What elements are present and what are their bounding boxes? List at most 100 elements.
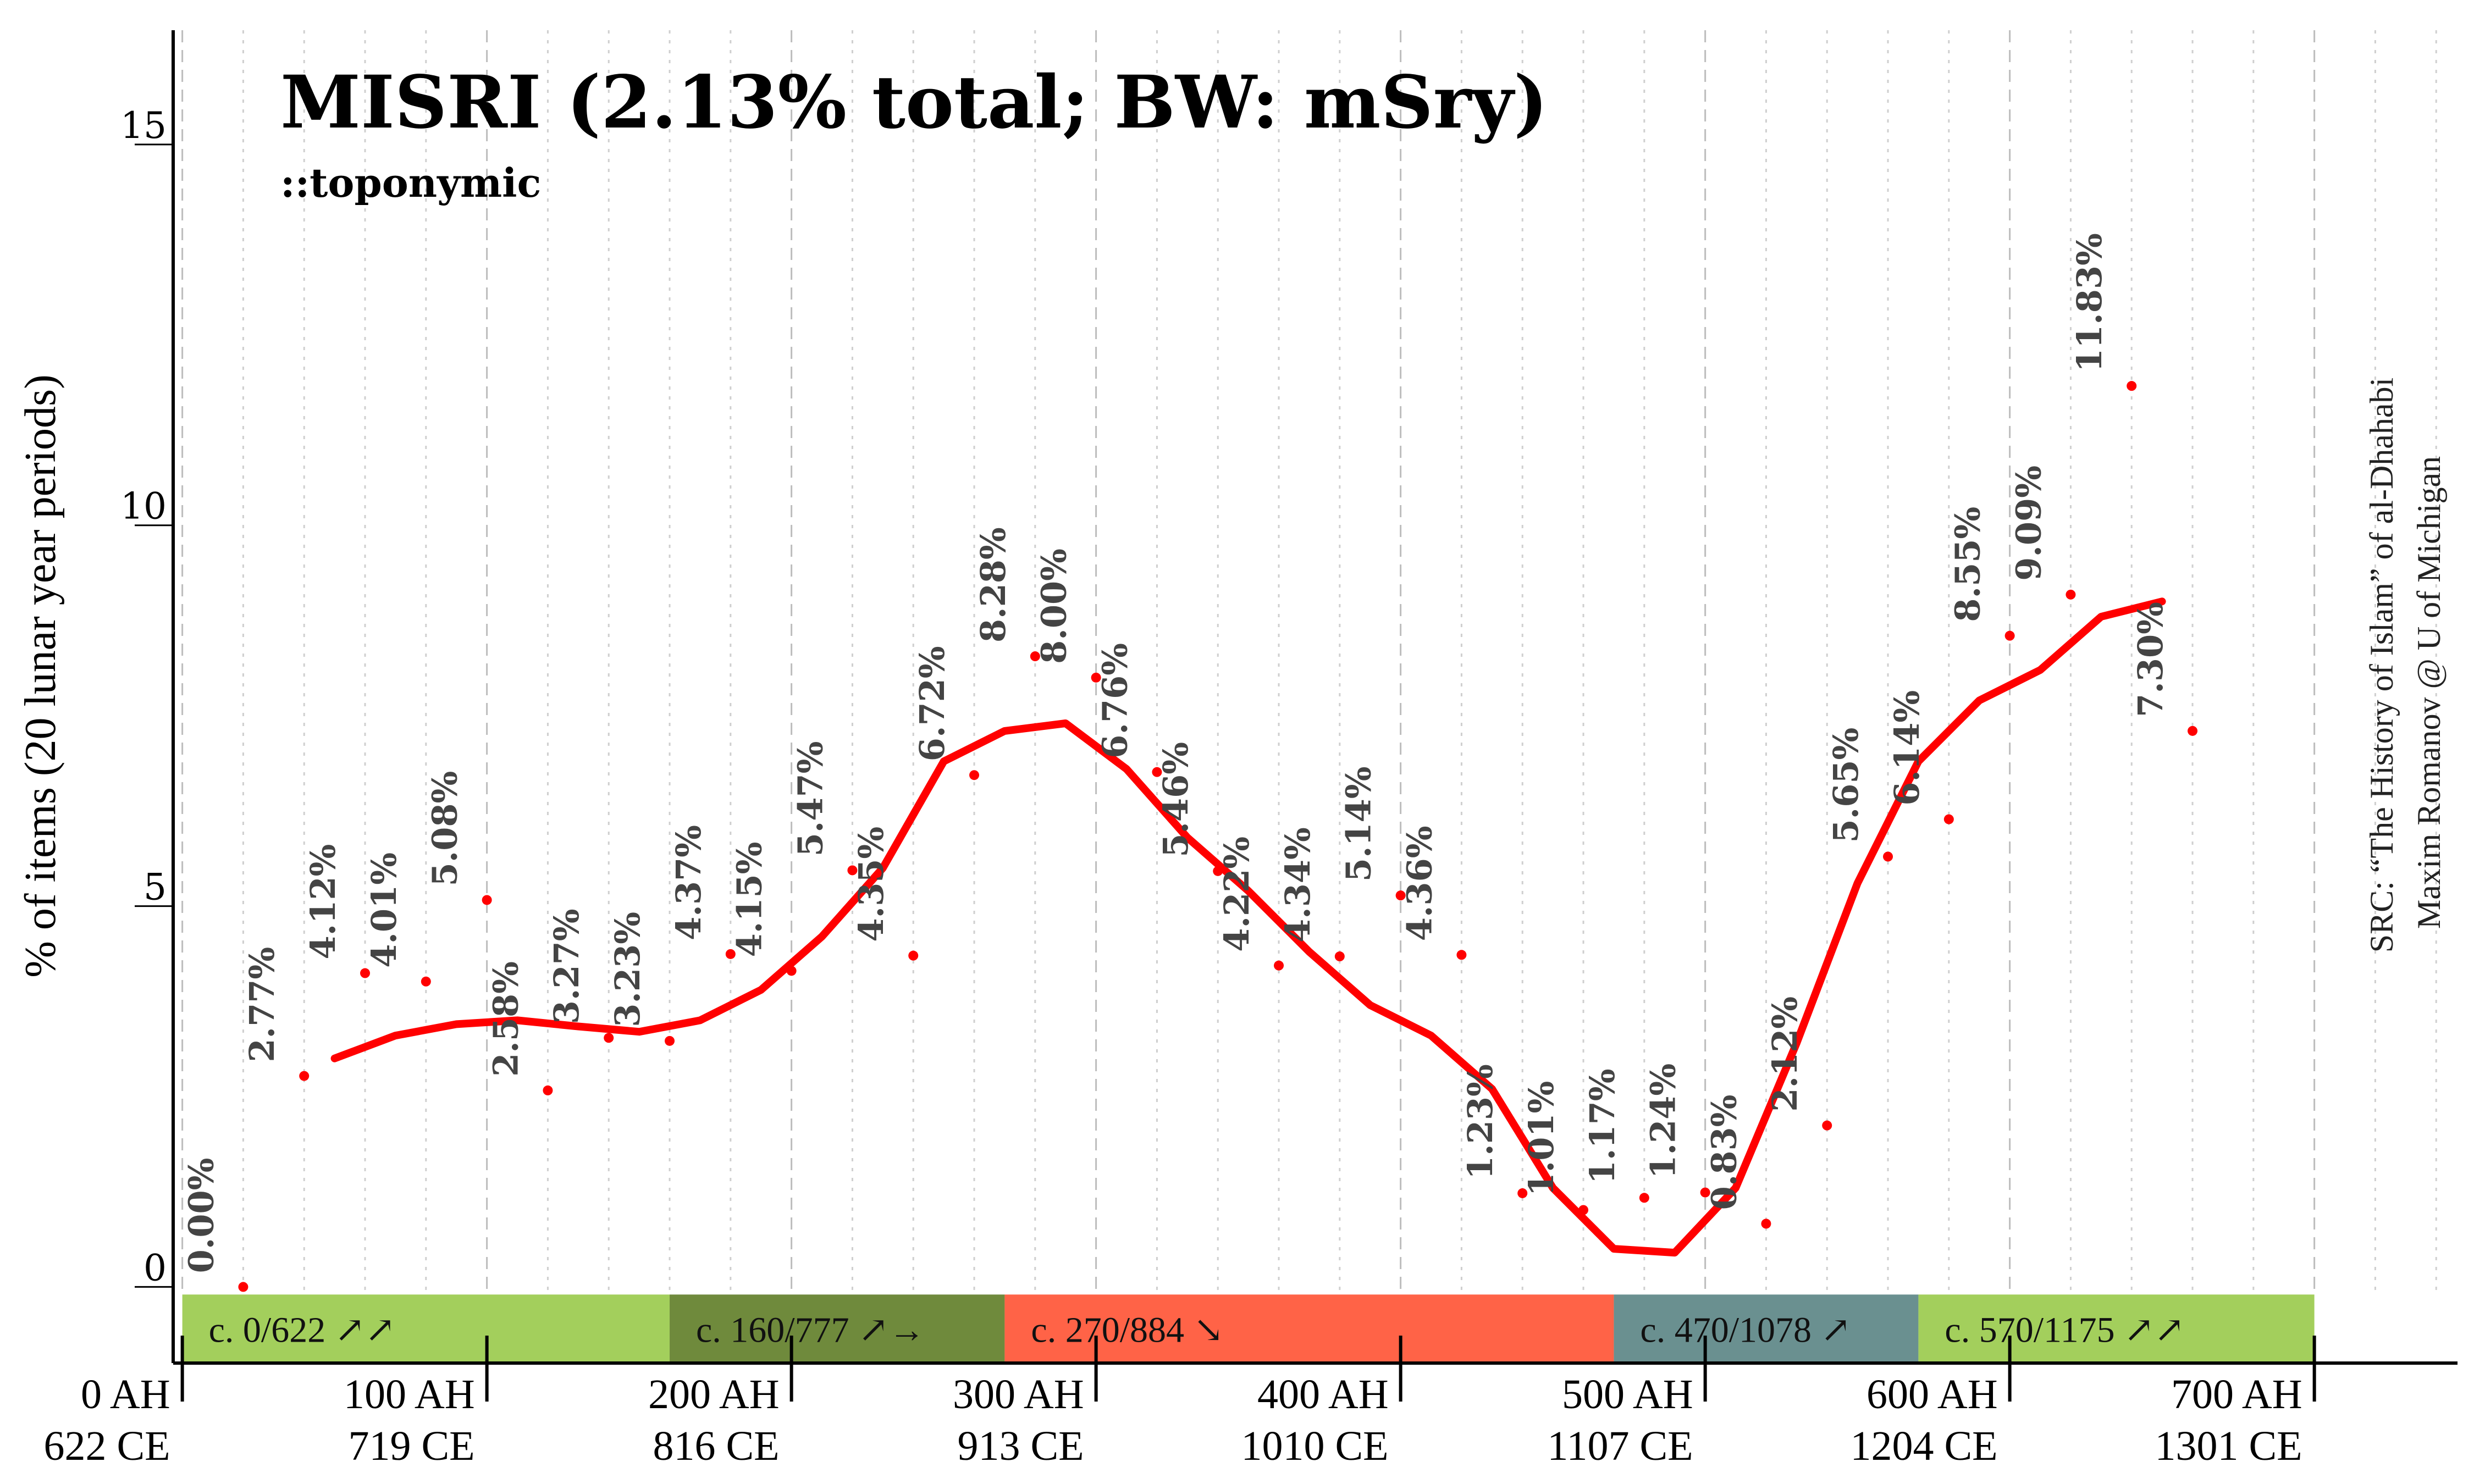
data-point [847,865,858,876]
data-label: 3.23% [608,912,648,1027]
data-label: 1.01% [1521,1081,1561,1197]
x-tick-label-ce: 816 CE [653,1423,779,1469]
x-tick-label-ah: 200 AH [648,1371,780,1417]
data-label: 4.15% [730,841,770,957]
data-label: 8.28% [973,527,1013,643]
data-point [421,976,431,987]
data-label: 4.36% [1399,826,1439,941]
data-label: 1.24% [1643,1064,1683,1179]
data-point [1883,851,1893,862]
data-label: 5.46% [1156,742,1196,857]
period-band [670,1294,1005,1363]
data-point [1213,866,1223,876]
data-label: 11.83% [2069,233,2109,372]
data-label: 2.12% [1765,996,1805,1112]
data-point [238,1282,248,1292]
data-label: 5.14% [1339,766,1379,882]
chart-subtitle: ::toponymic [280,159,541,206]
data-label: 4.01% [364,852,404,968]
period-band-label: c. 570/1175 ↗↗ [1945,1310,2184,1350]
data-point [2066,589,2076,600]
data-label: 6.76% [1095,643,1135,758]
x-tick-label-ce: 1107 CE [1547,1423,1693,1469]
data-label: 7.30% [2130,602,2171,717]
data-point [1639,1193,1649,1203]
period-bands: c. 0/622 ↗↗ c. 160/777 ↗→ c. 270/884 ↘ c. 4… [182,1294,2315,1363]
data-label: 4.37% [669,825,709,940]
y-tick-label: 10 [120,485,167,528]
data-point [1274,960,1284,971]
data-point [1030,651,1040,662]
data-point [1091,672,1101,683]
x-tick-label-ah: 100 AH [344,1371,475,1417]
x-tick-label-ce: 1204 CE [1850,1423,1997,1469]
source-line-1: SRC: “The History of Islam” of al-Dhahab… [2363,378,2400,953]
data-point [2127,381,2137,391]
period-band-label: c. 160/777 ↗→ [696,1310,925,1350]
period-band [182,1294,670,1363]
data-label: 4.22% [1217,837,1257,952]
period-band-label: c. 270/884 ↘ [1031,1310,1223,1350]
smoothed-series-line [330,597,2166,1257]
data-label: 9.09% [2008,466,2048,581]
chart-title: MISRI (2.13% total; BW: mSry) [280,60,1548,145]
y-tick-label: 5 [143,866,167,909]
x-tick-label-ah: 700 AH [2171,1371,2302,1417]
data-labels: 0.00% 2.77% 4.12% 4.01% 5.08% 2.58% 3.27% 3.23%… [181,233,2171,1273]
data-point [2004,630,2015,641]
data-point [1456,950,1467,960]
data-point [1943,814,1954,824]
x-tick-label-ce: 1010 CE [1241,1423,1388,1469]
data-label: 6.14% [1887,690,1927,806]
data-point [908,950,919,961]
data-point [2188,726,2198,736]
data-label: 5.47% [790,741,830,856]
y-ticks: 0 5 10 15 [120,104,173,1289]
data-point [299,1071,310,1081]
x-tick-label-ce: 719 CE [348,1423,474,1469]
data-label: 0.00% [181,1158,221,1273]
data-label: 8.55% [1948,507,1988,622]
period-band [1918,1294,2315,1363]
period-band [1004,1294,1614,1363]
x-tick-label-ce: 913 CE [957,1423,1084,1469]
x-tick-label-ah: 0 AH [81,1371,170,1417]
data-point [969,770,980,780]
data-point [543,1085,553,1095]
data-point [1700,1187,1710,1198]
x-tick-label-ce: 1301 CE [2155,1423,2302,1469]
data-point [1822,1120,1832,1131]
x-tick-label-ah: 400 AH [1257,1371,1389,1417]
data-label: 5.08% [425,771,465,887]
axes [172,30,2458,1365]
data-label: 1.17% [1582,1068,1622,1184]
data-label: 0.83% [1704,1094,1744,1210]
y-axis-label: % of items (20 lunar year periods) [16,374,65,977]
data-point [1761,1219,1771,1229]
data-point [482,895,492,905]
data-label: 3.27% [546,909,587,1024]
x-tick-label-ah: 500 AH [1562,1371,1693,1417]
data-label: 5.65% [1826,728,1866,843]
data-point [1578,1205,1589,1215]
data-label: 4.35% [851,827,891,942]
data-label: 2.58% [485,961,526,1077]
period-band-label: c. 0/622 ↗↗ [209,1310,396,1350]
data-point [1152,767,1162,777]
x-tick-label-ce: 622 CE [43,1423,170,1469]
data-points [238,381,2198,1292]
x-tick-label-ah: 600 AH [1866,1371,1998,1417]
y-tick-label: 15 [120,104,167,147]
data-point [786,966,797,976]
data-point [360,968,371,978]
period-band-label: c. 470/1078 ↗ [1640,1310,1851,1350]
period-band [1614,1294,1919,1363]
data-label: 1.23% [1460,1064,1500,1180]
data-point [604,1033,614,1043]
y-tick-label: 0 [143,1247,167,1289]
data-label: 6.72% [912,646,952,761]
smoothed-line [330,597,2166,1257]
x-ticks: 0 AH 622 CE 100 AH 719 CE 200 AH 816 CE 300 AH… [43,1336,2316,1469]
data-point [665,1036,675,1046]
